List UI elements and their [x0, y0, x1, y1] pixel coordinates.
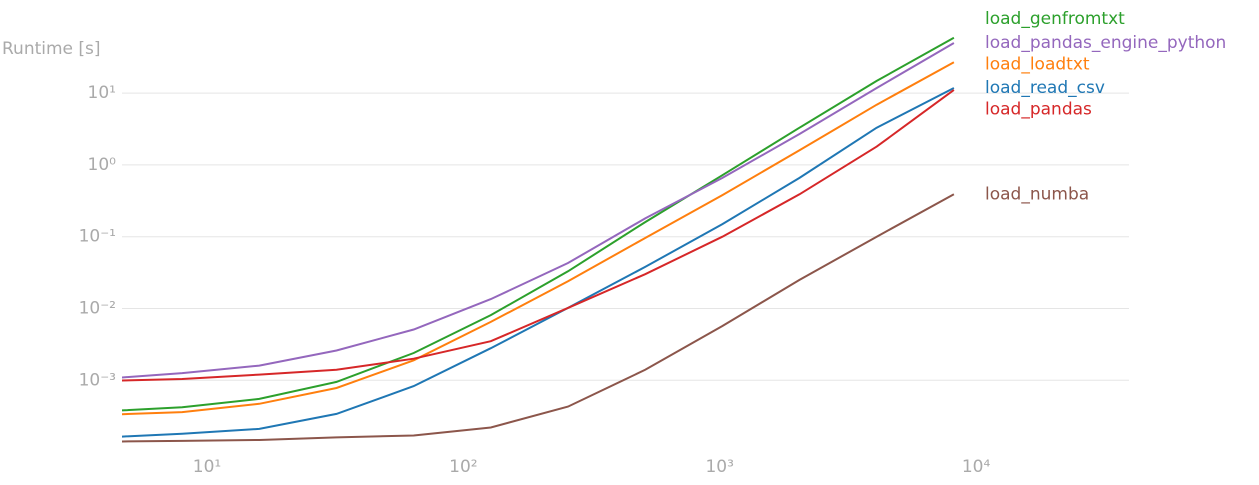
legend-label: load_read_csv: [985, 78, 1105, 98]
legend-label: load_loadtxt: [985, 54, 1090, 74]
series-line: [122, 61, 955, 416]
legend-label: load_pandas_engine_python: [985, 33, 1226, 53]
y-tick-label: 10⁻²: [79, 298, 116, 318]
legend-label: load_pandas: [985, 99, 1092, 119]
y-tick-label: 10⁻³: [79, 370, 116, 390]
y-axis-label: Runtime [s]: [2, 39, 101, 59]
legend-label: load_numba: [985, 184, 1089, 204]
x-tick-label: 10¹: [193, 457, 221, 477]
plot-lines: [122, 36, 955, 443]
legend-label: load_genfromtxt: [985, 9, 1125, 29]
series-line: [122, 36, 955, 412]
x-tick-label: 10²: [449, 457, 477, 477]
series-line: [122, 42, 955, 379]
x-tick-label: 10⁴: [962, 457, 991, 477]
series-line: [122, 87, 955, 438]
series-line: [122, 193, 955, 443]
x-tick-label: 10³: [705, 457, 733, 477]
y-tick-label: 10¹: [88, 83, 116, 103]
series-line: [122, 89, 955, 382]
y-tick-label: 10⁰: [88, 155, 117, 175]
y-tick-label: 10⁻¹: [79, 227, 116, 247]
